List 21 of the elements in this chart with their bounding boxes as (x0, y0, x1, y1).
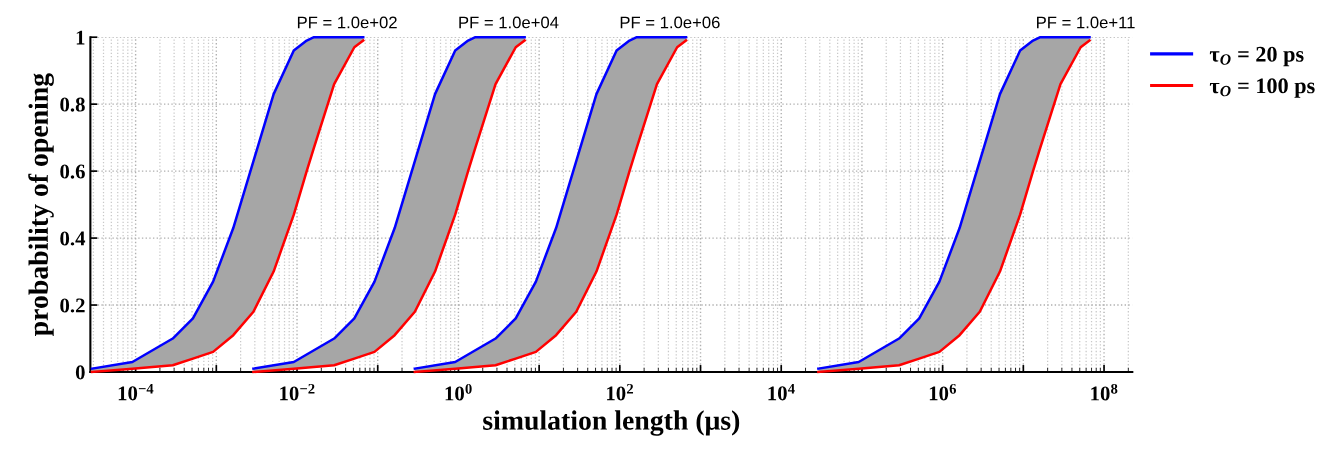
y-tick-label: 0.2 (60, 298, 85, 313)
x-axis-title: simulation length (μs) (483, 410, 740, 436)
y-axis-title: probability of opening (28, 73, 54, 336)
annotation: PF = 1.0e+04 (459, 16, 559, 29)
x-tick-label: 10$^{6}$ (929, 383, 957, 401)
y-tick-label: 0.4 (60, 231, 86, 246)
annotation: PF = 1.0e+06 (620, 16, 720, 29)
x-tick-label: 10$^{−4}$ (118, 383, 154, 401)
y-tick-label: 0.6 (60, 164, 85, 179)
annotation: PF = 1.0e+02 (297, 16, 397, 29)
x-tick-label: 10$^{8}$ (1091, 383, 1118, 401)
x-tick-label: 10$^{0}$ (445, 383, 472, 401)
y-tick-label: 0 (75, 365, 85, 380)
legend-label: τ$_{O}$ = 100 ps (1209, 78, 1315, 98)
legend-label: τ$_{O}$ = 20 ps (1209, 46, 1304, 67)
x-tick-label: 10$^{2}$ (607, 383, 634, 401)
annotation: PF = 1.0e+11 (1037, 16, 1135, 29)
x-tick-label: 10$^{4}$ (768, 383, 795, 401)
y-tick-label: 0.8 (60, 97, 85, 112)
x-tick-label: 10$^{−2}$ (280, 383, 315, 401)
y-tick-label: 1 (76, 30, 85, 45)
